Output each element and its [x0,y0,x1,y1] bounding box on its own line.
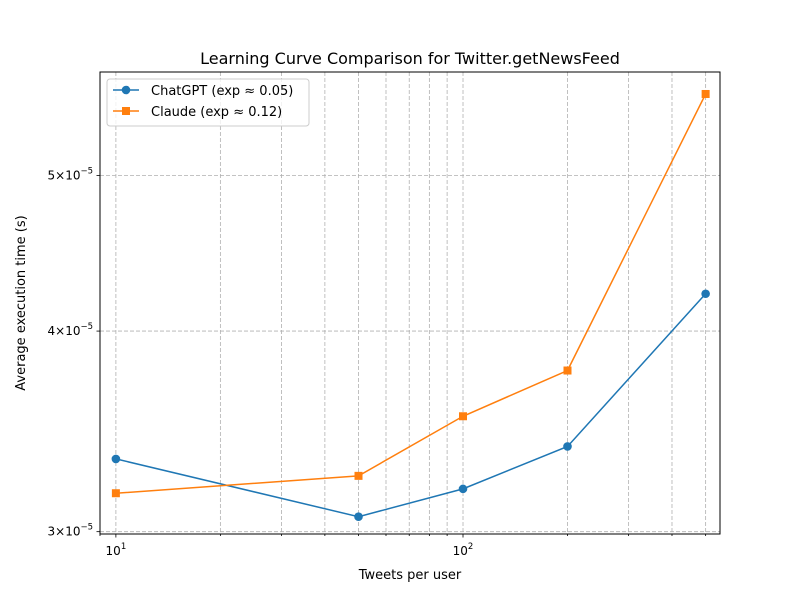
x-tick-label: 102 [453,542,474,558]
x-tick-label: 101 [106,542,127,558]
legend: ChatGPT (exp ≈ 0.05) Claude (exp ≈ 0.12) [106,78,310,127]
x-axis-label: Tweets per user [358,568,462,583]
plot-frame [99,71,721,535]
series-layer [111,89,710,522]
data-point-claude [459,412,468,421]
data-point-claude [563,366,572,375]
chart-title: Learning Curve Comparison for Twitter.ge… [200,49,620,68]
series-line-chatgpt [115,293,707,518]
legend-label-chatgpt: ChatGPT (exp ≈ 0.05) [151,84,293,99]
data-point-claude [111,489,120,498]
legend-box [106,78,310,127]
legend-marker-chatgpt [121,85,131,95]
data-point-chatgpt [563,442,572,451]
y-tick-label: 4×10−5 [48,322,94,338]
grid-layer [99,72,720,534]
legend-marker-claude [122,107,130,115]
tick-layer: 101 102 3×10−5 4×10−5 5×10−5 [48,166,707,558]
data-point-chatgpt [354,512,363,522]
y-tick-label: 5×10−5 [48,166,94,182]
data-point-claude [701,89,710,98]
y-tick-label: 3×10−5 [48,523,94,539]
legend-label-claude: Claude (exp ≈ 0.12) [151,105,282,120]
y-axis-label: Average execution time (s) [14,215,29,390]
series-line-claude [115,93,707,494]
data-point-chatgpt [701,289,710,299]
data-point-claude [354,471,363,480]
data-point-chatgpt [458,484,468,494]
data-point-chatgpt [111,454,121,464]
